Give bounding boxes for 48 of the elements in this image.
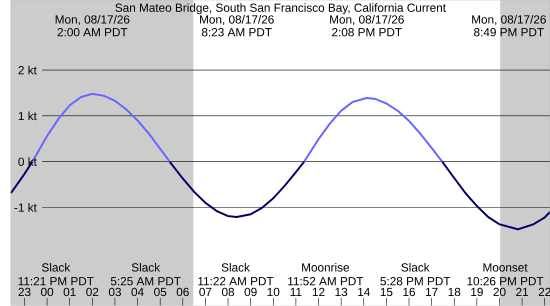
annotation: Slack xyxy=(222,263,250,272)
x-tick-label: 21 xyxy=(516,288,528,296)
x-tick-label: 19 xyxy=(471,288,483,296)
y-tick-label: 2 kt xyxy=(18,66,37,74)
x-tick-label: 23 xyxy=(18,288,30,296)
x-tick-label: 03 xyxy=(108,288,121,296)
x-tick-label: 14 xyxy=(358,288,370,296)
annotation: Slack xyxy=(401,263,430,272)
x-tick-label: 18 xyxy=(448,288,460,296)
annotation: 8:49 PM PDT xyxy=(474,28,544,36)
x-tick-label: 17 xyxy=(426,288,438,296)
annotation: Moonset xyxy=(483,264,528,272)
annotation: Mon, 08/17/26 xyxy=(56,15,130,26)
x-tick-label: 00 xyxy=(41,288,54,296)
x-tick-label: 10 xyxy=(268,288,280,296)
x-tick-label: 02 xyxy=(86,288,98,296)
x-tick-label: 13 xyxy=(335,288,348,296)
annotation: Mon, 08/17/26 xyxy=(200,15,274,26)
chart-title: San Mateo Bridge, South San Francisco Bay, California Current xyxy=(115,3,446,14)
annotation: 11:21 PM PDT xyxy=(18,277,94,286)
x-tick-label: 11 xyxy=(290,288,302,296)
annotation: Slack xyxy=(42,263,70,272)
x-tick-label: 12 xyxy=(312,288,324,296)
x-tick-label: 09 xyxy=(244,288,257,296)
annotation: Slack xyxy=(132,263,160,272)
annotation: 11:22 AM PDT xyxy=(198,277,274,286)
x-tick-label: 15 xyxy=(380,288,392,296)
x-tick-label: 06 xyxy=(176,288,189,296)
x-tick-label: 20 xyxy=(494,288,506,296)
x-tick-label: 07 xyxy=(199,288,212,296)
annotation: 8:23 AM PDT xyxy=(202,28,272,36)
y-tick-label: -1 kt xyxy=(14,203,37,212)
annotation: 10:26 PM PDT xyxy=(467,277,544,286)
x-tick-label: 05 xyxy=(154,288,166,296)
annotation: Moonrise xyxy=(302,263,350,272)
x-tick-label: 04 xyxy=(131,288,144,296)
annotation: 11:52 AM PDT xyxy=(288,277,364,286)
annotation: 2:00 AM PDT xyxy=(58,28,128,36)
annotation: 2:08 PM PDT xyxy=(332,28,402,36)
x-tick-label: 08 xyxy=(222,288,234,296)
annotation: Mon, 08/17/26 xyxy=(472,15,546,26)
x-tick-label: 16 xyxy=(403,288,416,296)
x-tick-label: 01 xyxy=(64,288,76,296)
y-tick-label: 1 kt xyxy=(18,112,37,120)
annotation: 5:25 AM PDT xyxy=(110,277,181,286)
y-tick-label: 0 kt xyxy=(18,157,37,166)
annotation: 5:28 PM PDT xyxy=(380,277,450,286)
annotation: Mon, 08/17/26 xyxy=(330,15,404,26)
